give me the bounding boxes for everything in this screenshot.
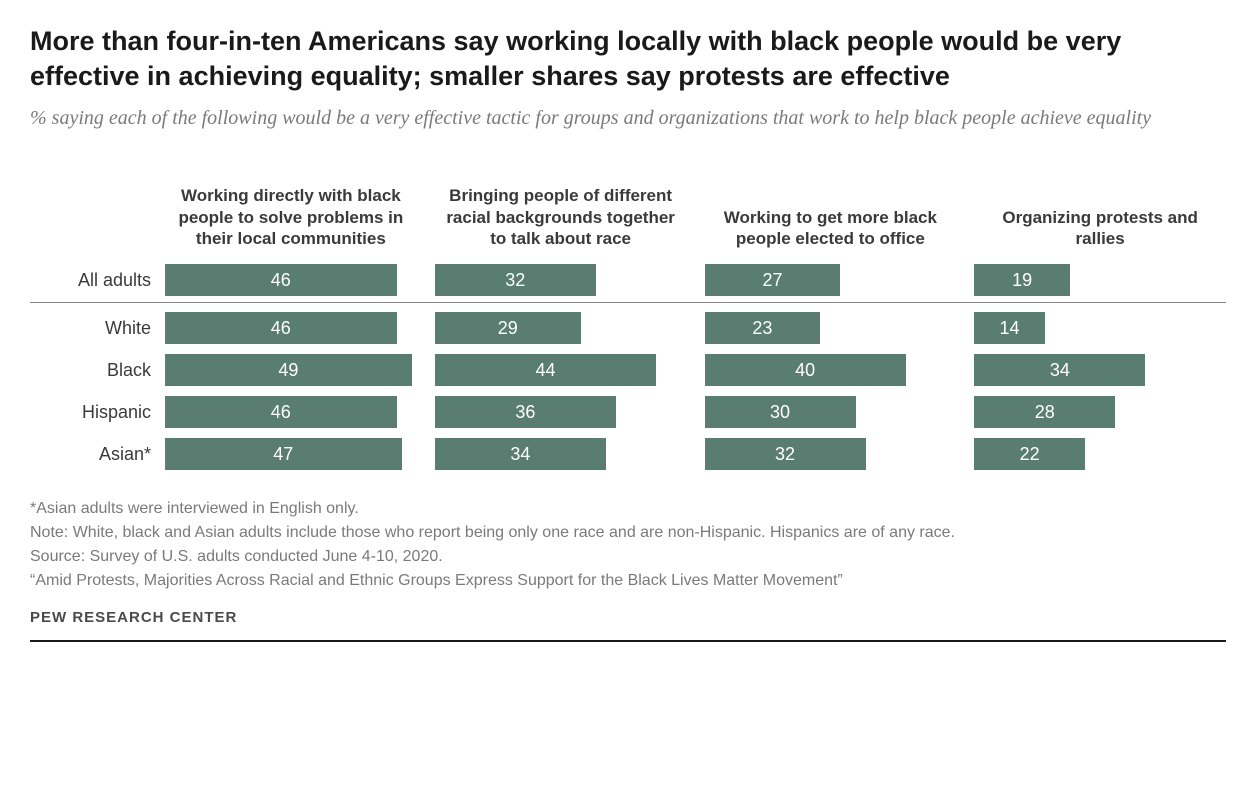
chart-column: Bringing people of different racial back… (435, 159, 687, 475)
bar: 34 (974, 354, 1145, 386)
column-header: Bringing people of different racial back… (435, 159, 687, 259)
bar: 47 (165, 438, 402, 470)
chart-column: Organizing protests and rallies 19 14 34 28 2… (974, 159, 1226, 475)
bar-cell: 49 (165, 349, 417, 391)
bar: 49 (165, 354, 412, 386)
bar: 19 (974, 264, 1070, 296)
bar-cell: 34 (435, 433, 687, 475)
bar: 23 (705, 312, 821, 344)
row-divider (30, 302, 1226, 303)
bar-cell: 46 (165, 391, 417, 433)
bar-cell: 27 (705, 259, 957, 301)
bar: 46 (165, 264, 397, 296)
bar: 27 (705, 264, 841, 296)
column-header: Working to get more black people elected… (705, 159, 957, 259)
bar: 30 (705, 396, 856, 428)
bar-cell: 14 (974, 307, 1226, 349)
source-label: PEW RESEARCH CENTER (30, 609, 1226, 626)
bar: 36 (435, 396, 616, 428)
bar-cell: 44 (435, 349, 687, 391)
bar-cell: 47 (165, 433, 417, 475)
bar-cell: 46 (165, 259, 417, 301)
bar-cell: 46 (165, 307, 417, 349)
bar-cell: 36 (435, 391, 687, 433)
chart-column: Working to get more black people elected… (705, 159, 957, 475)
chart-area: All adults WhiteBlackHispanicAsian* Worki… (30, 159, 1226, 475)
bar: 32 (705, 438, 866, 470)
bar-cell: 40 (705, 349, 957, 391)
footnote-line: “Amid Protests, Majorities Across Racial… (30, 569, 1226, 593)
bar-cell: 34 (974, 349, 1226, 391)
bar-cell: 23 (705, 307, 957, 349)
chart-subtitle: % saying each of the following would be … (30, 105, 1226, 131)
row-label: Black (30, 349, 165, 391)
bar-cell: 29 (435, 307, 687, 349)
footnote-line: *Asian adults were interviewed in Englis… (30, 497, 1226, 521)
column-header: Organizing protests and rallies (974, 159, 1226, 259)
bar-cell: 22 (974, 433, 1226, 475)
header-spacer (30, 159, 165, 259)
bottom-rule (30, 640, 1226, 642)
bar: 28 (974, 396, 1115, 428)
row-label: Hispanic (30, 391, 165, 433)
row-labels-column: All adults WhiteBlackHispanicAsian* (30, 159, 165, 475)
bar-cell: 30 (705, 391, 957, 433)
bar-cell: 19 (974, 259, 1226, 301)
bar: 32 (435, 264, 596, 296)
columns-wrap: Working directly with black people to so… (165, 159, 1226, 475)
footnotes: *Asian adults were interviewed in Englis… (30, 497, 1226, 593)
bar-cell: 32 (435, 259, 687, 301)
chart-column: Working directly with black people to so… (165, 159, 417, 475)
bar: 14 (974, 312, 1044, 344)
footnote-line: Source: Survey of U.S. adults conducted … (30, 545, 1226, 569)
bar: 34 (435, 438, 606, 470)
bar: 46 (165, 312, 397, 344)
row-label: Asian* (30, 433, 165, 475)
row-label: White (30, 307, 165, 349)
bar-cell: 32 (705, 433, 957, 475)
chart-title: More than four-in-ten Americans say work… (30, 24, 1226, 93)
bar: 22 (974, 438, 1085, 470)
bar: 44 (435, 354, 657, 386)
row-label: All adults (30, 259, 165, 301)
column-header: Working directly with black people to so… (165, 159, 417, 259)
bar: 29 (435, 312, 581, 344)
footnote-line: Note: White, black and Asian adults incl… (30, 521, 1226, 545)
bar-cell: 28 (974, 391, 1226, 433)
bar: 40 (705, 354, 906, 386)
bar: 46 (165, 396, 397, 428)
